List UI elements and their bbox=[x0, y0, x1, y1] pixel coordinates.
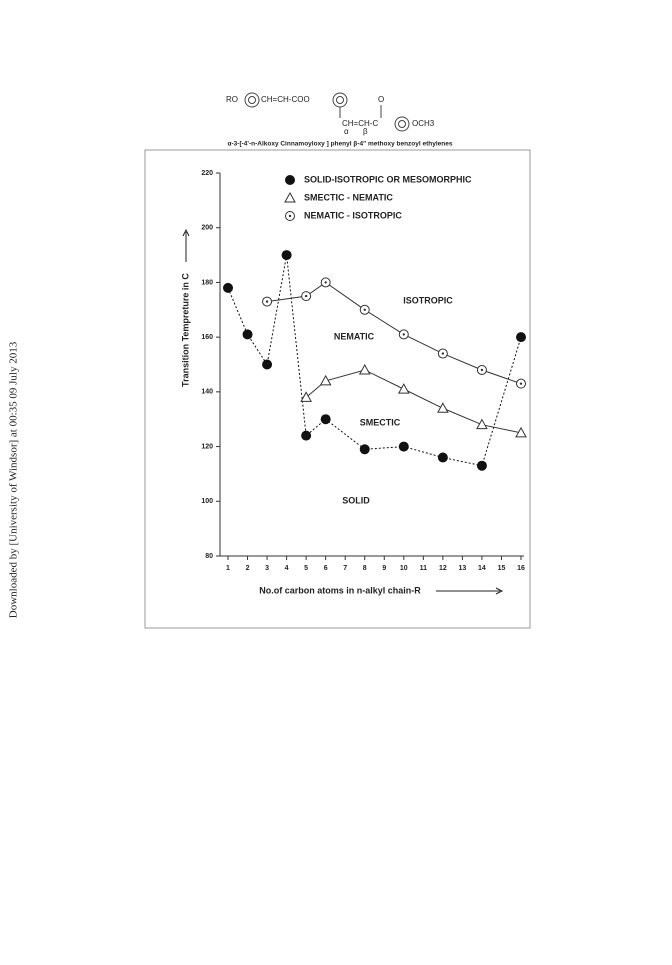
x-tick-label: 10 bbox=[400, 565, 408, 572]
data-point bbox=[476, 460, 487, 471]
data-point-dot bbox=[304, 294, 308, 298]
y-arrow-head bbox=[182, 228, 190, 237]
x-arrow-head bbox=[495, 587, 504, 595]
x-tick-label: 2 bbox=[246, 565, 250, 572]
data-point bbox=[515, 426, 527, 438]
y-tick-label: 160 bbox=[201, 334, 213, 341]
data-point bbox=[437, 452, 448, 463]
region-label: NEMATIC bbox=[334, 331, 375, 341]
chart-frame bbox=[144, 149, 531, 629]
data-point-dot bbox=[363, 308, 366, 311]
data-point bbox=[516, 332, 526, 343]
data-point-dot bbox=[265, 300, 269, 303]
data-point bbox=[242, 329, 253, 340]
structure-text: α bbox=[344, 127, 349, 136]
x-tick-label: 12 bbox=[439, 565, 447, 572]
x-axis-title: No.of carbon atoms in n-alkyl chain-R bbox=[259, 585, 421, 595]
x-tick-label: 14 bbox=[478, 565, 486, 572]
data-point bbox=[300, 391, 312, 402]
structure-text: OCH3 bbox=[412, 119, 435, 128]
y-tick-label: 140 bbox=[201, 389, 213, 396]
x-tick-label: 9 bbox=[382, 565, 386, 572]
data-point bbox=[437, 402, 449, 413]
structure-text: O bbox=[378, 95, 384, 104]
data-point bbox=[223, 282, 233, 293]
x-tick-label: 16 bbox=[517, 565, 525, 572]
data-point-dot bbox=[402, 333, 405, 336]
legend-marker bbox=[285, 175, 295, 185]
data-point bbox=[358, 363, 371, 375]
data-point bbox=[281, 250, 292, 261]
structure bbox=[244, 92, 410, 132]
x-tick-label: 11 bbox=[420, 565, 428, 572]
data-point bbox=[398, 441, 409, 452]
y-tick-label: 120 bbox=[201, 443, 213, 450]
data-point-dot bbox=[324, 281, 327, 284]
data-point-dot bbox=[441, 352, 445, 355]
data-point-dot bbox=[480, 368, 484, 372]
structure-text: β bbox=[363, 127, 368, 136]
y-tick-label: 220 bbox=[201, 170, 213, 177]
data-point bbox=[359, 444, 370, 455]
download-note: Downloaded by [University of Windsor] at… bbox=[8, 341, 20, 618]
series-line bbox=[227, 254, 522, 467]
region-label: SOLID bbox=[342, 495, 370, 505]
legend-marker-dot bbox=[288, 214, 292, 218]
region-label: SMECTIC bbox=[360, 417, 401, 427]
x-tick-label: 4 bbox=[285, 565, 289, 572]
x-tick-label: 8 bbox=[363, 565, 367, 572]
y-tick-label: 180 bbox=[201, 279, 213, 286]
x-tick-label: 7 bbox=[343, 565, 347, 572]
structure-text: CH=CH-C bbox=[342, 119, 378, 128]
x-tick-label: 15 bbox=[498, 565, 506, 572]
structure-text: CH=CH-COO bbox=[261, 95, 310, 104]
y-tick-label: 200 bbox=[201, 225, 213, 232]
data-point-dot bbox=[519, 382, 523, 385]
data-point bbox=[301, 430, 312, 441]
x-tick-label: 3 bbox=[265, 565, 269, 572]
data-point bbox=[262, 359, 273, 370]
legend-label: SOLID-ISOTROPIC OR MESOMORPHIC bbox=[304, 174, 472, 184]
x-tick-label: 5 bbox=[304, 565, 308, 572]
structure-caption: α-3-[-4'-n-Alkoxy Cinnamoyloxy ] phenyl … bbox=[228, 141, 453, 148]
legend-label: NEMATIC - ISOTROPIC bbox=[304, 210, 402, 220]
data-point bbox=[476, 418, 488, 430]
data-point bbox=[319, 374, 332, 386]
series-line bbox=[305, 369, 522, 434]
data-point bbox=[320, 414, 331, 425]
data-point bbox=[397, 383, 410, 394]
x-tick-label: 6 bbox=[324, 565, 328, 572]
y-tick-label: 80 bbox=[205, 553, 213, 560]
x-tick-label: 1 bbox=[226, 565, 230, 572]
legend-marker bbox=[284, 191, 296, 203]
y-axis-title: Transition Tempreture in C bbox=[180, 273, 190, 387]
y-tick-label: 100 bbox=[201, 498, 213, 505]
legend-label: SMECTIC - NEMATIC bbox=[304, 192, 393, 202]
x-tick-label: 13 bbox=[459, 565, 467, 572]
structure-text: RO bbox=[226, 95, 238, 104]
region-label: ISOTROPIC bbox=[403, 295, 453, 305]
